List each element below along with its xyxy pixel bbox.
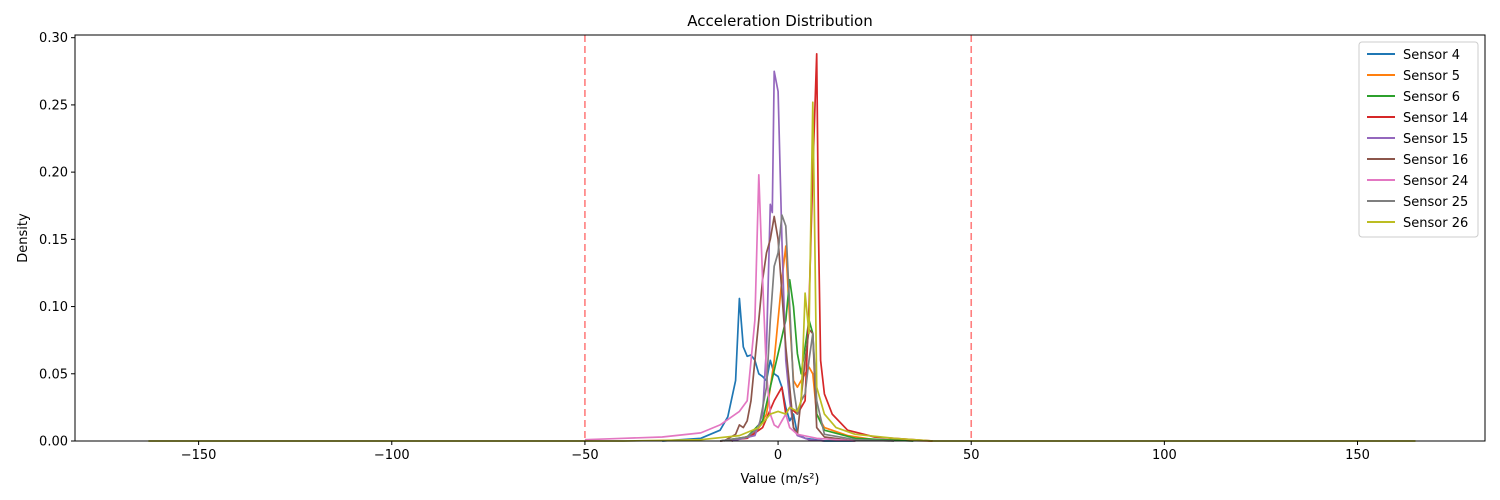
legend-label: Sensor 4 [1403,48,1460,63]
legend-label: Sensor 14 [1403,111,1468,126]
plot-area: −150 −100 −50 0 50 100 150 0.00 0.05 0.10 0.15 0.20… [39,31,1486,463]
y-tick-label: 0.30 [39,31,68,46]
legend-box [1358,41,1479,238]
x-tick-label: −100 [374,448,410,463]
x-tick-label: −50 [571,448,598,463]
x-tick-label: 100 [1152,448,1177,463]
y-tick-label: 0.00 [39,435,68,450]
chart-title: Acceleration Distribution [687,12,873,30]
series-line [584,173,856,442]
legend: Sensor 4 Sensor 5 Sensor 6 Sensor 14 Sensor … [1358,41,1479,238]
legend-label: Sensor 24 [1403,174,1468,189]
series-line [719,278,914,442]
x-tick-label: −150 [181,448,217,463]
y-tick-label: 0.05 [39,367,68,382]
legend-label: Sensor 15 [1403,132,1468,147]
legend-label: Sensor 16 [1403,153,1468,168]
legend-label: Sensor 26 [1403,216,1468,231]
y-tick-label: 0.25 [39,98,68,113]
x-axis-label: Value (m/s²) [740,472,819,487]
x-tick-label: 0 [774,448,782,463]
x-tick-label: 50 [963,448,980,463]
y-tick-label: 0.20 [39,166,68,181]
series-line [719,214,895,442]
axes-frame [74,34,1486,442]
legend-label: Sensor 25 [1403,195,1468,210]
legend-label: Sensor 6 [1403,90,1460,105]
x-tick-label: 150 [1345,448,1370,463]
y-tick-label: 0.15 [39,233,68,248]
series-line [731,245,933,442]
legend-label: Sensor 5 [1403,69,1460,84]
y-tick-label: 0.10 [39,300,68,315]
series-line [148,101,1416,442]
y-axis-label: Density [16,213,31,263]
